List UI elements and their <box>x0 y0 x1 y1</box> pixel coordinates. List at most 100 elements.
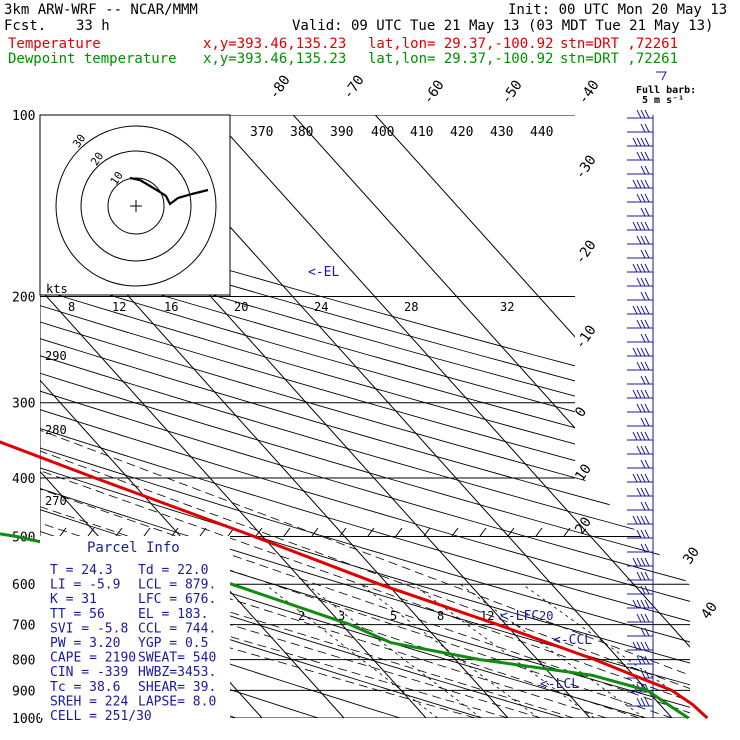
dry-adiabat <box>40 115 690 718</box>
parcel-info-left: Tc = 38.6 <box>50 680 120 695</box>
speed-scale-label: 20 <box>234 300 248 314</box>
hodograph-ring <box>107 177 165 235</box>
wind-barb <box>640 361 646 371</box>
wind-barb <box>644 543 650 553</box>
wind-barb <box>644 249 650 259</box>
level-tick <box>507 527 515 537</box>
isotherm-line <box>374 115 690 718</box>
isotherm-label: -80 <box>266 72 294 102</box>
wind-barb <box>644 557 650 567</box>
dry-adiabat <box>40 115 690 718</box>
mixing-ratio-line <box>412 583 595 718</box>
wind-barb <box>636 263 642 273</box>
wind-barb <box>636 529 642 539</box>
wind-barb <box>644 417 650 427</box>
parcel-info-right: CCL = 744. <box>138 621 216 636</box>
theta-label: 400 <box>371 125 394 140</box>
wind-barb <box>636 137 642 147</box>
wind-barb <box>640 179 646 189</box>
wind-barb <box>640 599 646 609</box>
parcel-info-left: CELL = 251/30 <box>50 709 152 724</box>
parcel-info-left: T = 24.3 <box>50 563 113 578</box>
level-tick <box>367 527 375 537</box>
level-tick <box>199 527 207 537</box>
wind-barb <box>640 137 646 147</box>
wind-barb <box>644 347 650 357</box>
dry-adiabat <box>40 115 690 718</box>
mixing-ratio-label: 3 <box>338 609 345 623</box>
wind-barb <box>644 655 650 665</box>
wind-barb <box>644 375 650 385</box>
wind-barb <box>644 207 650 217</box>
dry-adiabat <box>40 115 690 718</box>
wind-barb <box>636 361 642 371</box>
wind-barb <box>632 431 638 441</box>
wind-barb <box>644 179 650 189</box>
isotherm-line <box>40 115 345 718</box>
wind-barb <box>644 487 650 497</box>
latlon-readout-temp: lat,lon= 29.37,-100.92 <box>368 36 554 52</box>
isotherm-label: -40 <box>575 77 603 107</box>
wind-barb <box>644 459 650 469</box>
wind-barb <box>640 123 646 133</box>
wind-barb <box>640 333 646 343</box>
parcel-info-left: K = 31 <box>50 592 97 607</box>
wind-barb <box>644 123 650 133</box>
wind-barb <box>632 263 638 273</box>
wind-barb <box>636 109 642 119</box>
mixing-ratio-line <box>264 583 438 718</box>
dry-adiabat-label: 280 <box>45 423 67 437</box>
level-marker: <-CCL <box>553 633 592 648</box>
wind-barb <box>636 347 642 357</box>
wind-barb <box>636 655 642 665</box>
dry-adiabat <box>40 115 690 718</box>
wind-barb <box>636 697 642 707</box>
level-tick <box>339 527 347 537</box>
wind-barb <box>636 445 642 455</box>
isotherm-line <box>210 115 690 718</box>
dewpoint-legend: Dewpoint temperature <box>8 51 177 67</box>
wind-barb <box>640 459 646 469</box>
wind-barb <box>644 697 650 707</box>
wind-barb <box>632 515 638 525</box>
wind-barb <box>640 641 646 651</box>
moist-adiabat <box>40 296 673 718</box>
wind-barb <box>644 263 650 273</box>
theta-label: 380 <box>290 125 313 140</box>
wind-barb <box>636 235 642 245</box>
wind-barb <box>632 389 638 399</box>
wind-barb <box>636 319 642 329</box>
dry-adiabat <box>40 115 401 718</box>
barb-legend-line2: 5 m s⁻¹ <box>642 95 684 106</box>
wind-barb <box>644 403 650 413</box>
dry-adiabat <box>40 115 690 718</box>
wind-barb <box>640 221 646 231</box>
level-tick <box>563 527 571 537</box>
wind-barb <box>644 389 650 399</box>
level-marker: <-LFC <box>500 609 539 624</box>
forecast-hour: 33 h <box>76 18 110 34</box>
hodograph-box <box>39 114 231 296</box>
wind-barb <box>644 515 650 525</box>
wind-barb <box>644 529 650 539</box>
wind-barb <box>636 193 642 203</box>
wind-barb <box>640 557 646 567</box>
level-tick <box>171 527 179 537</box>
wind-barb <box>640 263 646 273</box>
mixing-ratio-line <box>522 583 690 718</box>
wind-barb <box>640 501 646 511</box>
isotherm-line <box>40 115 427 718</box>
parcel-info-left: PW = 3.20 <box>50 636 120 651</box>
theta-label: 440 <box>530 125 553 140</box>
wind-barb <box>640 151 646 161</box>
xy-readout-dew: x,y=393.46,135.23 <box>203 51 347 67</box>
theta-label: 420 <box>450 125 473 140</box>
wind-barb <box>632 641 638 651</box>
wind-barb <box>640 543 646 553</box>
wind-barb <box>632 473 638 483</box>
wind-barb <box>640 627 646 637</box>
dry-adiabat <box>40 115 690 718</box>
wind-barb <box>640 319 646 329</box>
parcel-info-right: SWEAT= 540 <box>138 651 216 666</box>
